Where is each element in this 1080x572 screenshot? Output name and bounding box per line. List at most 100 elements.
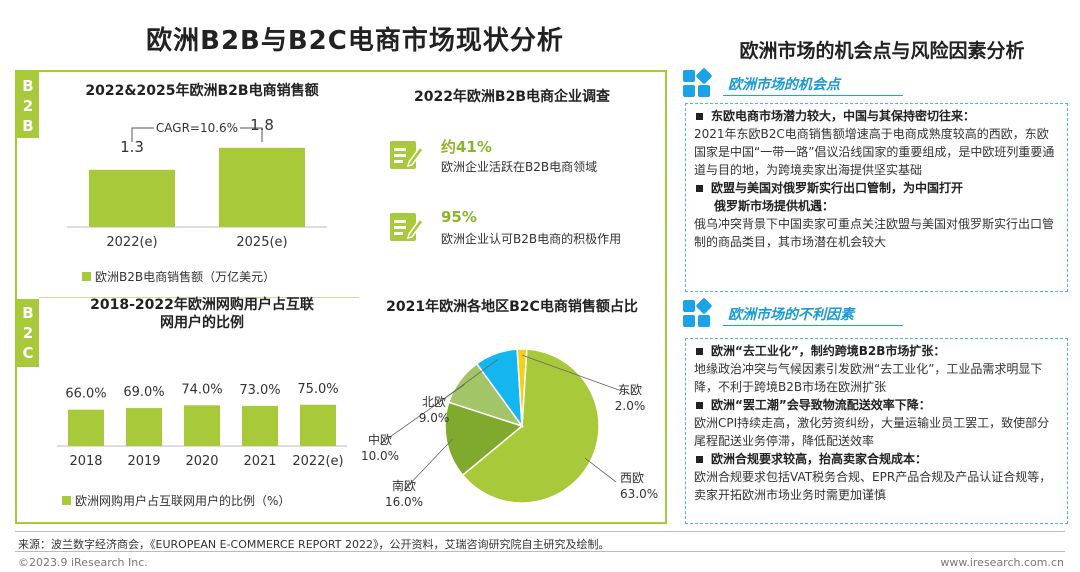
- survey-text: 欧洲企业认可B2B电商的积极作用: [441, 232, 622, 246]
- survey-percentage: 约41%: [441, 138, 492, 156]
- pie-slice-value: 16.0%: [385, 495, 423, 509]
- pie-leader-line: [584, 457, 617, 483]
- side-label-char: B: [22, 117, 34, 135]
- bar-value-label: 1.8: [250, 116, 274, 134]
- survey-item: 约41% 欧洲企业活跃在B2B电商领域: [389, 136, 669, 180]
- b2c-legend-label: 欧洲网购用户占互联网用户的比例（%）: [75, 494, 291, 508]
- bullet-icon: [696, 347, 703, 355]
- b2c-chart-title-line: 2018-2022年欧洲网购用户占互联: [90, 297, 314, 313]
- opportunity-point-title: 欧盟与美国对俄罗斯实行出口管制，为中国打开: [694, 179, 1059, 197]
- survey-text: 欧洲企业活跃在B2B电商领域: [441, 160, 598, 174]
- blocks-icon: [683, 297, 713, 330]
- b2c-penetration-chart: 66.0% 2018 69.0% 2019 74.0% 2020 73.0% 2021 75.0…: [57, 382, 347, 469]
- b2c-chart-title: 2018-2022年欧洲网购用户占互联 网用户的比例: [47, 296, 357, 332]
- side-label-char: B: [22, 77, 34, 95]
- side-label-b2c: B 2 C: [17, 299, 39, 367]
- x-tick-label: 2019: [127, 454, 160, 469]
- legend-swatch: [62, 496, 71, 505]
- opportunities-header: 欧洲市场的机会点: [683, 67, 1068, 100]
- bar: [219, 147, 305, 227]
- right-section-title: 欧洲市场的机会点与风险因素分析: [739, 40, 1025, 62]
- bar-value-label: 66.0%: [65, 387, 106, 402]
- b2b-legend-label: 欧洲B2B电商销售额（万亿美元）: [95, 270, 276, 284]
- bar: [126, 408, 162, 446]
- b2b-sales-chart: 1.3 2022(e) 1.8 2025(e) CAGR=10.6%: [67, 116, 327, 250]
- b2c-chart-title-line: 网用户的比例: [160, 315, 244, 331]
- heading-underline: [723, 95, 903, 96]
- x-tick-label: 2020: [185, 454, 218, 469]
- source-note: 来源：波兰数字经济商会，《EUROPEAN E-COMMERCE REPORT …: [18, 538, 610, 551]
- pie-leader-line: [433, 359, 499, 407]
- bar-value-label: 73.0%: [239, 383, 280, 398]
- bar-value-label: 1.3: [120, 138, 144, 156]
- pie-chart-title: 2021年欧洲各地区B2C电商销售额占比: [386, 299, 638, 315]
- bullet-icon: [696, 112, 703, 120]
- pie-slice-name: 中欧: [368, 432, 392, 447]
- bar-value-label: 74.0%: [181, 382, 222, 397]
- x-tick-label: 2025(e): [236, 235, 287, 250]
- opportunity-point-title-cont: 俄罗斯市场提供机遇：: [714, 199, 835, 213]
- pie-slice-value: 9.0%: [419, 411, 450, 425]
- opportunity-point-body: 2021年东欧B2C电商销售额增速高于电商成熟度较高的西欧，东欧国家是中国“一带…: [694, 127, 1055, 177]
- bar: [89, 169, 175, 227]
- footer-divider: [15, 531, 1065, 532]
- pie-slice-value: 63.0%: [620, 487, 658, 501]
- risk-point-title: 欧洲“罢工潮”会导致物流配送效率下降：: [694, 396, 1059, 414]
- pie-slice-name: 西欧: [620, 471, 644, 485]
- footer-divider: [15, 551, 1065, 552]
- bullet-icon: [696, 184, 703, 192]
- pie-slice: [516, 348, 528, 427]
- risk-point-title: 欧洲合规要求较高，抬高卖家合规成本：: [694, 450, 1059, 468]
- opportunity-point-body: 俄乌冲突背景下中国卖家可重点关注欧盟与美国对俄罗斯实行出口管制的商品类目，其市场…: [694, 217, 1055, 249]
- bar: [242, 405, 278, 446]
- bullet-icon: [696, 401, 703, 409]
- side-label-char: C: [22, 344, 34, 362]
- side-label-char: B: [22, 304, 34, 322]
- bar-value-label: 75.0%: [297, 382, 338, 397]
- b2b-chart-title: 2022&2025年欧洲B2B电商销售额: [85, 83, 319, 99]
- x-tick-label: 2018: [69, 454, 102, 469]
- risk-point-title: 欧洲“去工业化”，制约跨境B2B市场扩张：: [694, 342, 1059, 360]
- opportunities-title: 欧洲市场的机会点: [728, 77, 840, 93]
- region-share-pie-chart: 西欧 63.0% 南欧 16.0% 中欧 10.0% 北欧 9.0% 东欧 2.0%: [362, 348, 658, 509]
- pie-slice: [461, 348, 600, 504]
- x-tick-label: 2021: [243, 454, 276, 469]
- pie-slice-value: 2.0%: [615, 399, 646, 413]
- survey-percentage: 95%: [441, 208, 477, 226]
- pie-slice-value: 10.0%: [362, 449, 399, 463]
- b2c-legend: 欧洲网购用户占互联网用户的比例（%）: [62, 492, 290, 509]
- opportunity-point-title: 东欧电商市场潜力较大，中国与其保持密切往来：: [694, 107, 1059, 125]
- risk-point-body: 地缘政治冲突与气候因素引发欧洲“去工业化”，工业品需求明显下降，不利于跨境B2B…: [694, 362, 1043, 394]
- pie-slice-name: 北欧: [422, 395, 446, 409]
- side-label-char: 2: [22, 324, 34, 342]
- copyright: ©2023.9 iResearch Inc.: [18, 556, 148, 569]
- opportunities-box: 东欧电商市场潜力较大，中国与其保持密切往来： 2021年东欧B2C电商销售额增速…: [685, 103, 1068, 292]
- page-title: 欧洲B2B与B2C电商市场现状分析: [146, 26, 564, 56]
- risks-box: 欧洲“去工业化”，制约跨境B2B市场扩张： 地缘政治冲突与气候因素引发欧洲“去工…: [685, 338, 1068, 524]
- section-divider: [39, 297, 359, 298]
- site-url: www.iresearch.com.cn: [940, 556, 1064, 569]
- bar: [300, 404, 336, 446]
- side-label-b2b: B 2 B: [17, 72, 39, 138]
- pie-slice-name: 东欧: [618, 383, 642, 397]
- bar: [184, 405, 220, 446]
- edit-note-icon: [390, 213, 423, 241]
- risk-point-body: 欧洲合规要求包括VAT税务合规、EPR产品合规及产品认证合规等，卖家开拓欧洲市场…: [694, 470, 1052, 502]
- cagr-bracket: [240, 127, 263, 142]
- blocks-icon: [683, 67, 713, 100]
- bar: [68, 409, 104, 446]
- heading-underline: [723, 325, 903, 326]
- cagr-label: CAGR=10.6%: [156, 121, 238, 135]
- x-tick-label: 2022(e): [106, 235, 157, 250]
- pie-leader-line: [403, 438, 453, 491]
- edit-note-icon: [390, 141, 423, 169]
- pie-leader-line: [521, 354, 631, 395]
- legend-swatch: [82, 272, 91, 281]
- left-panel: B 2 B B 2 C 2022&2025年欧洲B2B电商销售额 1.3 2022…: [15, 70, 667, 524]
- bar-value-label: 69.0%: [123, 385, 164, 400]
- bullet-icon: [696, 455, 703, 463]
- survey-item: 95% 欧洲企业认可B2B电商的积极作用: [389, 208, 669, 252]
- risks-header: 欧洲市场的不利因素: [683, 297, 1068, 330]
- x-tick-label: 2022(e): [292, 454, 343, 469]
- side-label-char: 2: [22, 97, 34, 115]
